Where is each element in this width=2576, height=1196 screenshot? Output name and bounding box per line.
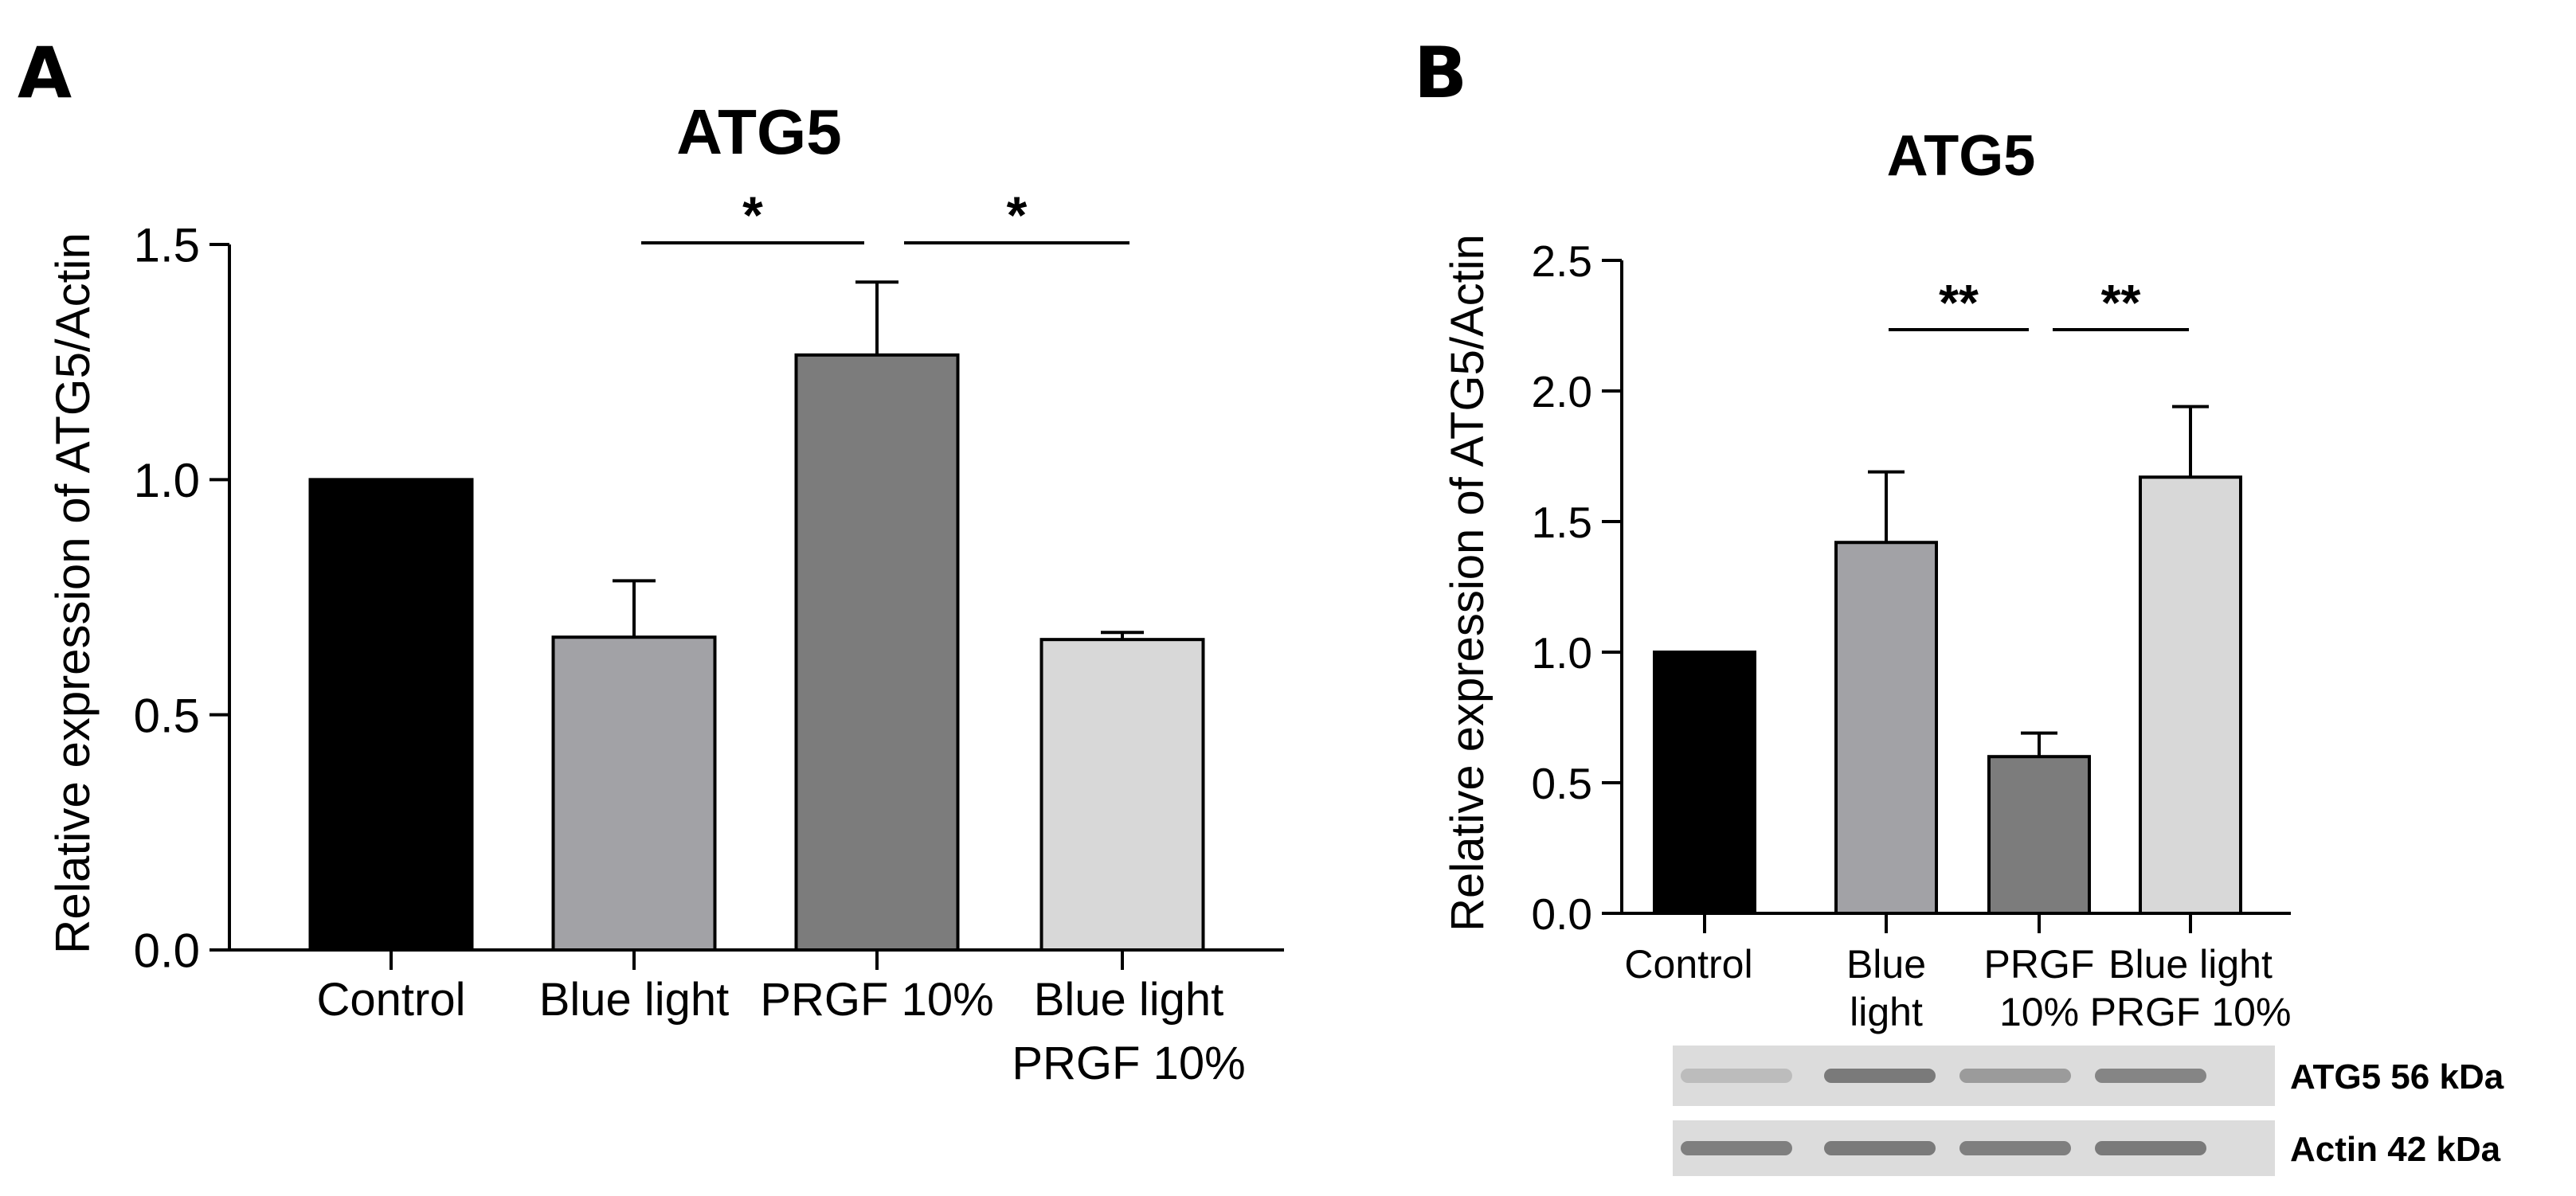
category-label: Blue light bbox=[539, 974, 730, 1026]
chart-a: 0.0 0.5 1.0 1.5 Control Blue light PRGF 10% Blu… bbox=[134, 186, 1284, 1089]
chart-a-title: ATG5 bbox=[676, 96, 841, 167]
blot-band bbox=[2095, 1069, 2206, 1083]
category-label: PRGF bbox=[1984, 942, 2095, 987]
category-label: PRGF 10% bbox=[1012, 1038, 1245, 1089]
y-tick-label: 2.0 bbox=[1532, 367, 1592, 416]
panel-label-a: A bbox=[18, 32, 72, 114]
blot-band bbox=[1824, 1141, 1936, 1155]
category-label: Blue light bbox=[1034, 974, 1224, 1026]
category-label: PRGF 10% bbox=[2090, 990, 2292, 1034]
blot-band bbox=[1959, 1069, 2071, 1083]
bar bbox=[551, 635, 717, 952]
bar bbox=[1039, 638, 1205, 952]
bar bbox=[1987, 755, 2091, 916]
blot-band bbox=[1824, 1069, 1936, 1083]
category-label: 10% bbox=[1999, 990, 2079, 1034]
chart-a-ylabel: Relative expression of ATG5/Actin bbox=[46, 233, 100, 954]
y-tick-label: 1.0 bbox=[1532, 628, 1592, 678]
y-tick-label: 1.5 bbox=[1532, 498, 1592, 547]
significance-marker: * bbox=[1007, 186, 1028, 244]
chart-b-ylabel: Relative expression of ATG5/Actin bbox=[1442, 234, 1494, 932]
bar bbox=[794, 353, 960, 952]
bar bbox=[308, 478, 474, 952]
blot-band bbox=[1959, 1141, 2071, 1155]
category-label: Blue bbox=[1846, 942, 1926, 987]
y-tick-label: 0.0 bbox=[1532, 889, 1592, 939]
category-label: PRGF 10% bbox=[760, 974, 993, 1026]
category-label: Blue light bbox=[2108, 942, 2273, 987]
chart-b-title: ATG5 bbox=[1887, 124, 2036, 188]
y-tick-label: 2.5 bbox=[1532, 236, 1592, 286]
blot-label: Actin 42 kDa bbox=[2290, 1130, 2501, 1169]
blot-band bbox=[1681, 1141, 1792, 1155]
blot-band bbox=[1681, 1069, 1792, 1083]
significance-marker: ** bbox=[2101, 274, 2141, 331]
category-label: light bbox=[1850, 990, 1923, 1034]
panel-label-b: B bbox=[1414, 32, 1467, 114]
bar bbox=[1653, 651, 1756, 915]
category-label: Control bbox=[1624, 942, 1752, 987]
category-label: Control bbox=[317, 974, 466, 1026]
y-tick-label: 1.0 bbox=[134, 454, 200, 507]
y-tick-label: 0.5 bbox=[1532, 759, 1592, 808]
blot-label: ATG5 56 kDa bbox=[2290, 1057, 2504, 1096]
significance-marker: ** bbox=[1939, 274, 1979, 331]
y-tick-label: 0.0 bbox=[134, 924, 200, 978]
y-tick-label: 0.5 bbox=[134, 689, 200, 742]
y-tick-label: 1.5 bbox=[134, 219, 200, 272]
bar bbox=[1834, 541, 1938, 915]
bar bbox=[2139, 475, 2242, 915]
significance-marker: * bbox=[742, 186, 763, 244]
blot-band bbox=[2095, 1141, 2206, 1155]
western-blot: ATG5 56 kDa Actin 42 kDa bbox=[1673, 1046, 2504, 1176]
